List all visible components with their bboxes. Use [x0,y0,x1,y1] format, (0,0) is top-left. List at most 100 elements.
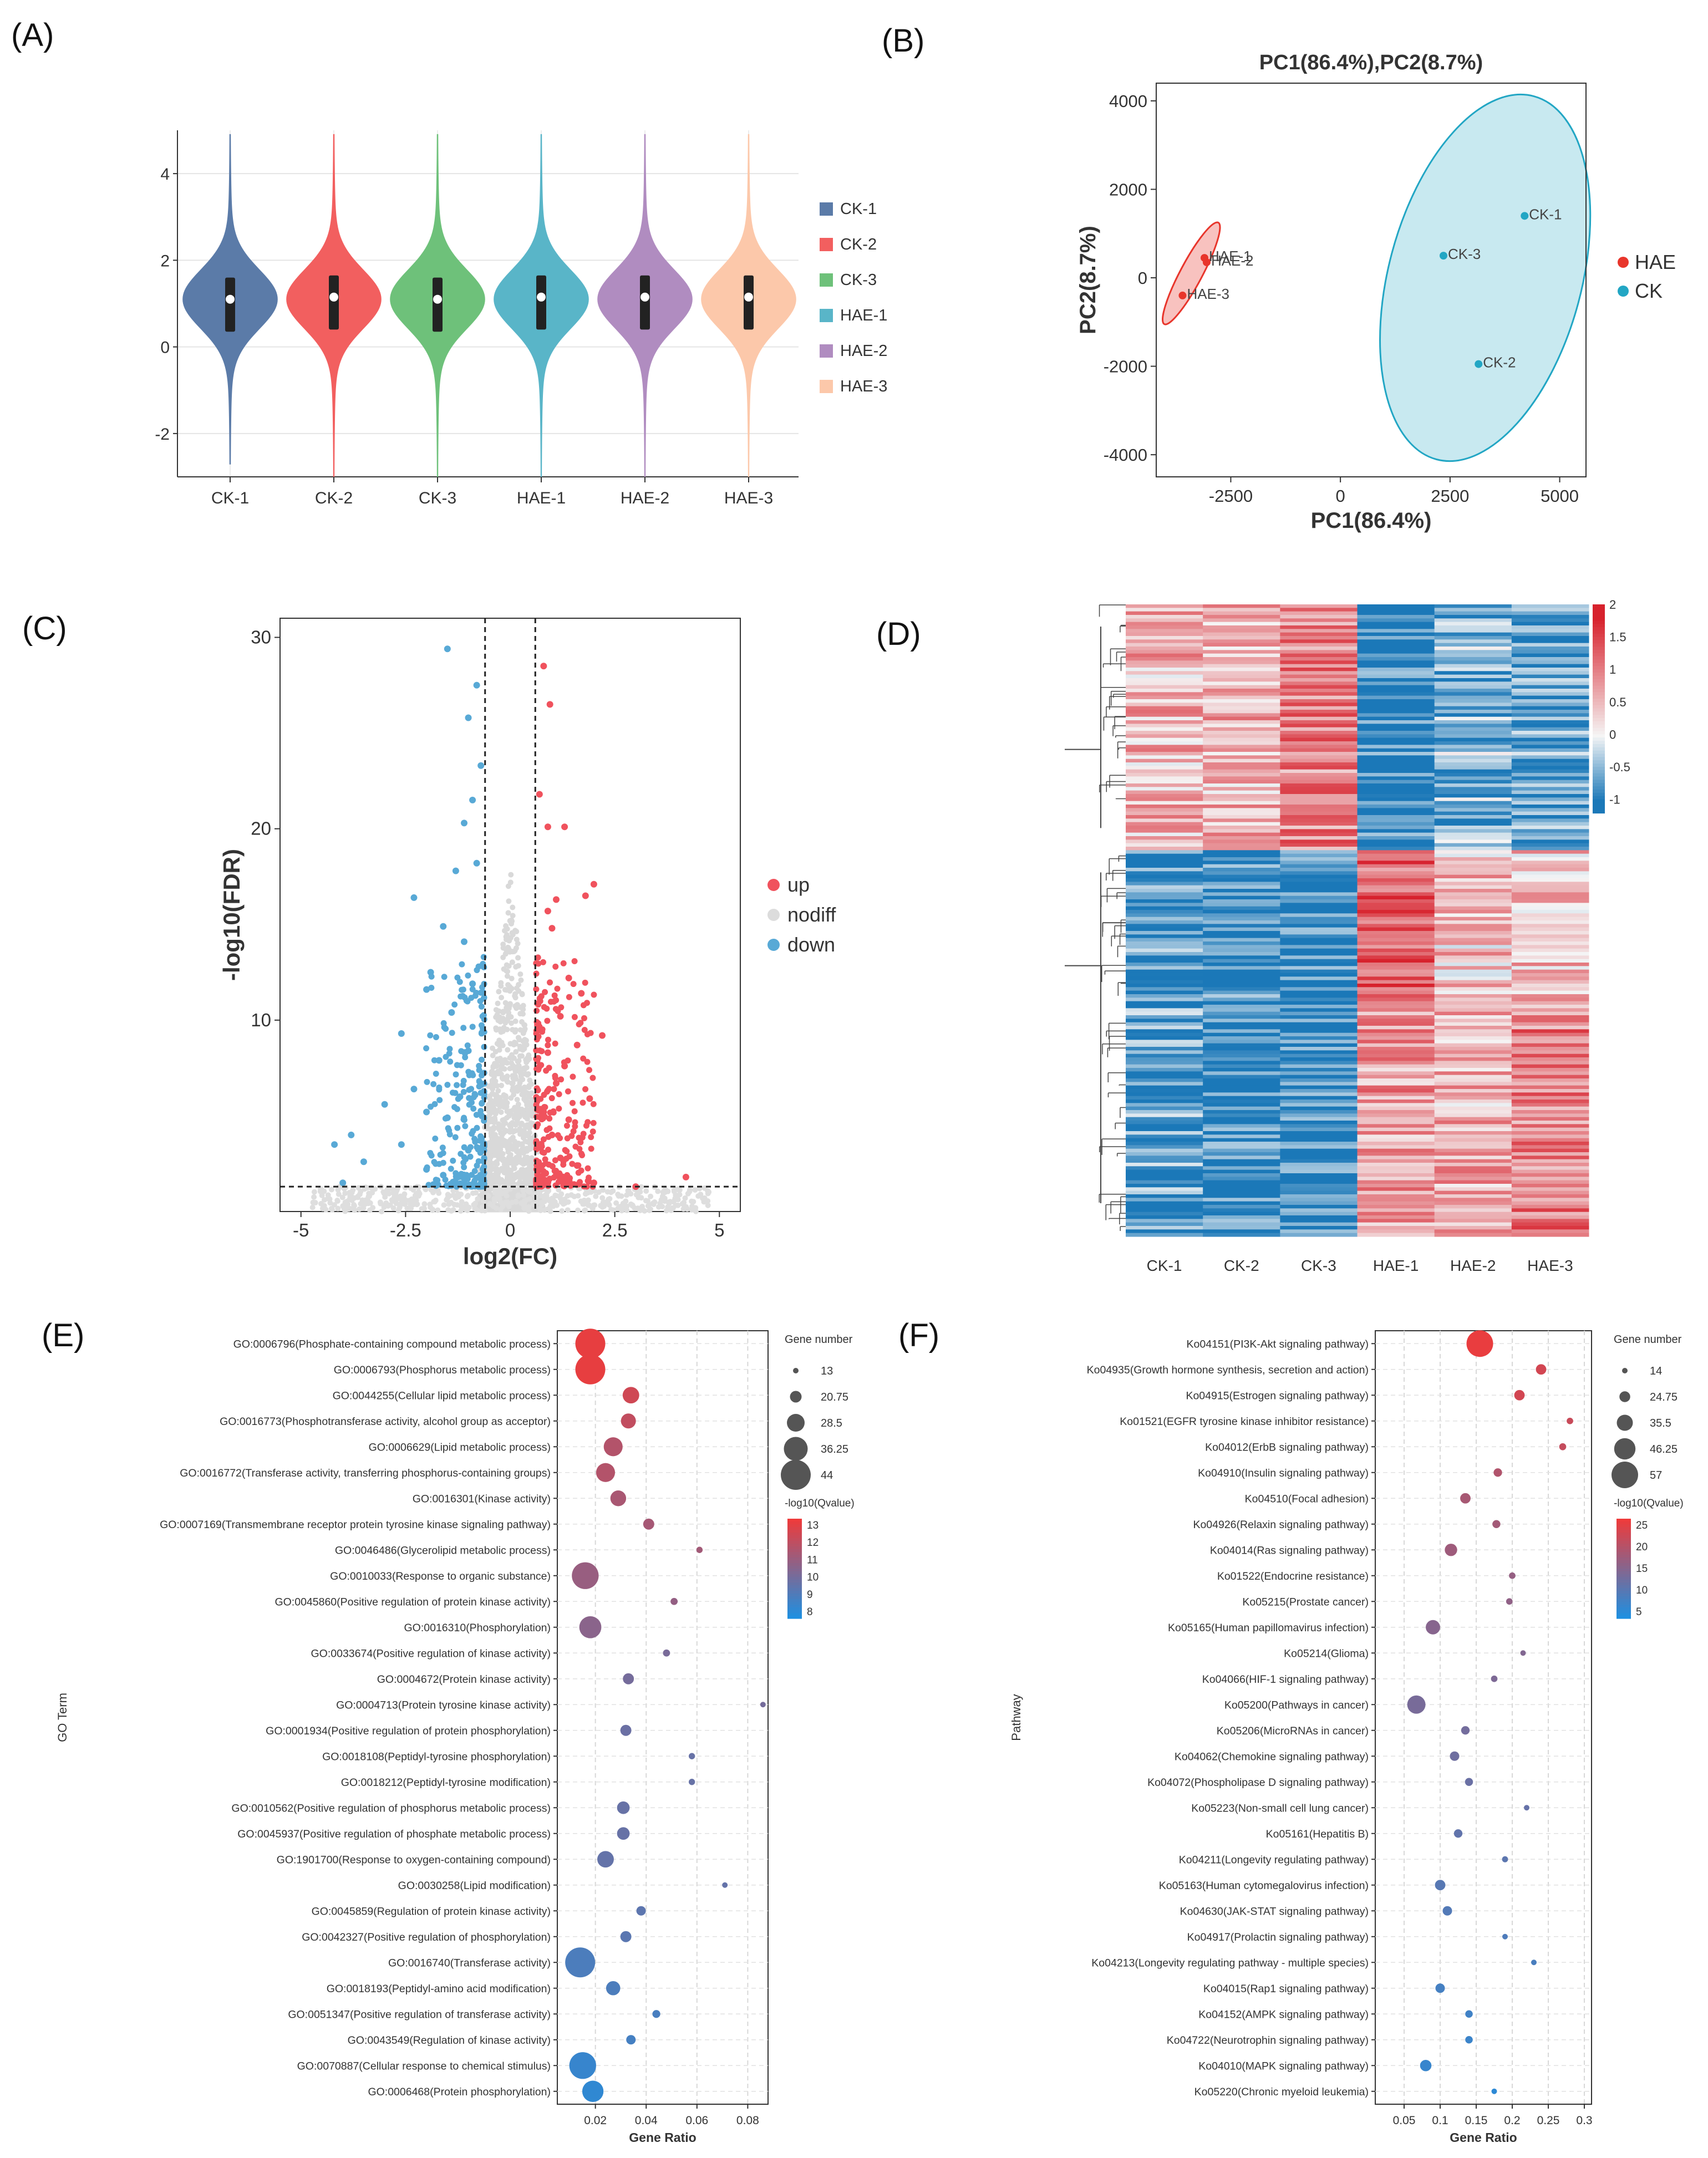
heatmap-cell [1126,948,1203,953]
legend-size-dot [784,1437,808,1461]
point-nodiff [619,1203,625,1209]
heatmap-cell [1434,874,1512,879]
point-down [444,645,451,653]
heatmap-cell [1511,1163,1589,1167]
heatmap-cell [1357,1089,1435,1093]
plot-frame [1156,83,1587,477]
heatmap-cell [1126,1127,1203,1132]
heatmap-cell [1126,622,1203,626]
point-up [546,1065,552,1071]
heatmap-cell [1357,903,1435,907]
heatmap-cell [1203,847,1280,851]
colorbar-step [787,1555,802,1558]
point-up [552,1006,559,1012]
point-nodiff [662,1198,668,1204]
heatmap-cell [1126,1156,1203,1160]
heatmap-cell [1203,773,1280,777]
heatmap-cell [1126,959,1203,963]
heatmap-cell [1203,689,1280,693]
heatmap-cell [1280,871,1358,876]
heatmap-cell [1434,734,1512,739]
heatmap-cell [1434,685,1512,689]
heatmap-cell [1126,632,1203,637]
heatmap-cell [1511,976,1589,981]
point-nodiff [347,1189,353,1195]
x-tick-label: 0.3 [1576,2114,1592,2127]
heatmap-cell [1357,1198,1435,1202]
heatmap-cell [1511,1208,1589,1213]
point-nodiff [494,1166,500,1172]
heatmap-cell [1203,1089,1280,1093]
heatmap-cell [1511,724,1589,728]
heatmap-cell [1126,752,1203,756]
point-up [540,1108,547,1116]
term-label: GO:0046486(Glycerolipid metabolic proces… [335,1544,551,1556]
heatmap-cell [1280,1163,1358,1167]
colorbar-step [787,1535,802,1539]
dot [1491,1675,1498,1682]
colorbar-label: 9 [807,1589,813,1601]
heatmap-cell [1511,653,1589,658]
heatmap-cell [1357,938,1435,942]
point-down [441,974,448,980]
heatmap-cell [1434,1212,1512,1216]
dot [596,1463,616,1482]
point-nodiff [504,987,510,993]
point-nodiff [311,1189,317,1195]
heatmap-cell [1511,917,1589,921]
point-nodiff [542,1197,548,1203]
colorbar-step [787,1546,802,1550]
heatmap-cell [1357,716,1435,721]
heatmap-cell [1280,945,1358,949]
heatmap-cell [1511,1219,1589,1223]
heatmap-cell [1280,604,1358,608]
legend-swatch [820,273,833,287]
heatmap-cell [1357,741,1435,745]
heatmap-cell [1126,808,1203,812]
heatmap-cell [1203,973,1280,977]
heatmap-cell [1126,1008,1203,1012]
colorbar-step [787,1538,802,1541]
heatmap-cell [1203,720,1280,724]
heatmap-cell [1434,1110,1512,1114]
heatmap-cell [1357,664,1435,668]
heatmap-cell [1434,731,1512,735]
heatmap-cell [1203,1117,1280,1121]
heatmap-cell [1357,1032,1435,1037]
heatmap-cell [1203,1233,1280,1237]
point-down [348,1131,355,1138]
heatmap-cell [1280,868,1358,872]
heatmap-cell [1280,681,1358,686]
heatmap-cell [1203,1124,1280,1128]
colorbar-step [1616,1527,1631,1530]
dot [617,1801,630,1814]
heatmap-cell [1126,1089,1203,1093]
heatmap-cell [1434,797,1512,802]
point-nodiff [675,1202,681,1208]
point-up [560,1180,567,1187]
heatmap-cell [1357,931,1435,935]
point-up [582,892,589,899]
heatmap-cell [1357,766,1435,770]
heatmap-cell [1357,622,1435,626]
heatmap-cell [1434,871,1512,876]
point-down [471,1168,478,1174]
heatmap-cell [1280,864,1358,868]
heatmap-cell [1203,636,1280,640]
heatmap-cell [1511,843,1589,847]
heatmap-cell [1434,660,1512,665]
heatmap-cell [1434,1015,1512,1019]
heatmap-cell [1280,766,1358,770]
heatmap-cell [1357,1075,1435,1079]
term-label: GO:0016310(Phosphorylation) [404,1622,551,1634]
point-down [381,1101,388,1108]
heatmap-cell [1511,1011,1589,1016]
heatmap-cell [1434,843,1512,847]
heatmap-cell [1357,1106,1435,1111]
heatmap-cell [1126,794,1203,798]
point-nodiff [518,1121,525,1127]
heatmap-cell [1357,1040,1435,1044]
heatmap-cell [1357,994,1435,998]
heatmap-cell [1126,1057,1203,1061]
